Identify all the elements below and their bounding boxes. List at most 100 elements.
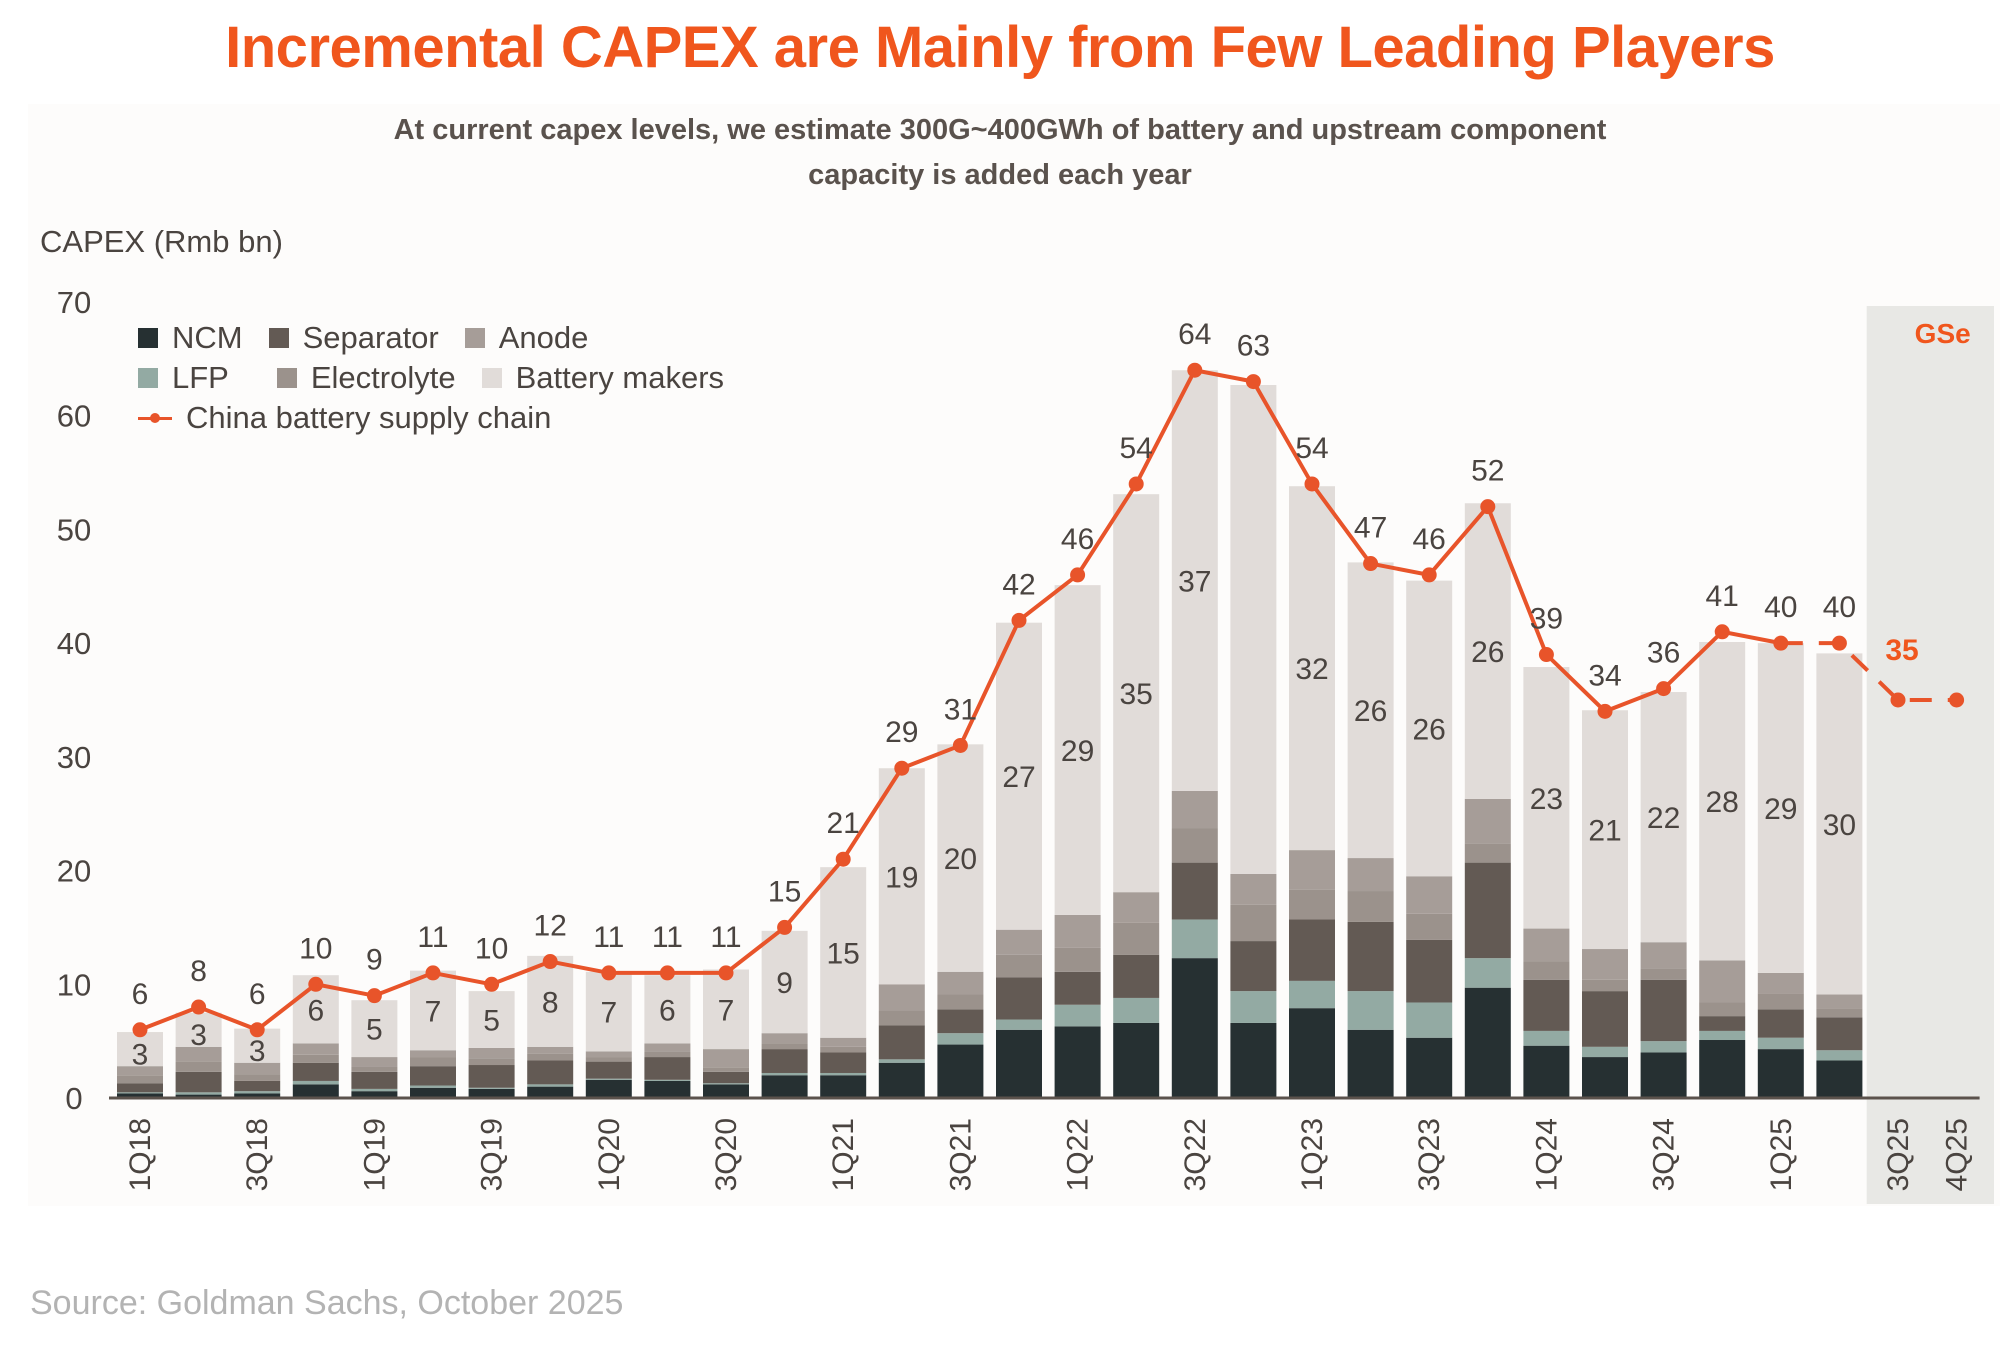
source-note: Source: Goldman Sachs, October 2025 [30,1284,624,1322]
x-tick-label: 3Q21 [944,1118,977,1191]
line-point-3Q25 [1890,692,1906,708]
bar-segment-battery-makers [410,970,456,1051]
bar-segment-ncm [820,1075,867,1098]
legend-swatch-separator [268,328,289,348]
line-value-label: 40 [1823,591,1856,624]
y-tick-label: 20 [57,854,91,889]
bar-segment-battery-makers [878,768,925,985]
bar-segment-ncm [1640,1052,1687,1098]
x-tick-label: 3Q18 [241,1118,274,1191]
bar-segment-ncm [1816,1060,1863,1098]
bar-2Q20 [644,975,691,1098]
bar-segment-anode [1171,790,1218,829]
bar-segment-battery-makers [644,975,691,1044]
bar-segment-lfp [1054,1004,1101,1027]
battery-maker-value-label: 20 [944,843,977,876]
bar-segment-lfp [996,1019,1042,1030]
bar-segment-battery-makers [117,1032,163,1067]
line-point-1Q20 [601,965,617,981]
forecast-label: GSe [1915,318,1971,349]
legend-item-battery-makers: Battery makers [481,360,724,396]
bar-segment-lfp [351,1088,398,1092]
supply-chain-line [132,362,1965,1038]
line-point-4Q25 [1949,692,1965,708]
bar-segment-lfp [644,1079,691,1081]
line-value-label: 40 [1764,591,1797,624]
bar-segment-separator [292,1062,339,1081]
bar-segment-anode [644,1043,691,1052]
bar-segment-electrolyte [175,1061,222,1072]
bar-4Q23 [1464,503,1511,1098]
battery-maker-value-label: 26 [1471,636,1504,669]
bar-3Q18 [234,1028,281,1098]
bar-segment-anode [527,1046,574,1054]
battery-maker-value-label: 7 [718,994,735,1027]
bar-segment-ncm [175,1094,222,1098]
battery-maker-value-label: 6 [307,994,324,1027]
bar-segment-electrolyte [1757,993,1804,1010]
bar-segment-electrolyte [761,1043,808,1050]
x-tick-label: 1Q20 [593,1118,626,1191]
line-value-label: 63 [1237,330,1270,363]
line-value-label: 46 [1061,523,1094,556]
bar-segment-ncm [1113,1022,1160,1098]
legend-row-1: NCM Separator Anode [138,318,750,358]
legend-swatch-electrolyte [276,368,297,388]
bar-segment-electrolyte [1230,904,1277,942]
bar-segment-electrolyte [234,1074,281,1081]
line-point-2Q20 [659,965,675,981]
bar-segment-battery-makers [1816,653,1863,995]
bar-2Q25 [1816,653,1863,1098]
bar-segment-separator [1816,1017,1863,1051]
line-value-label: 42 [1002,568,1035,601]
bar-segment-anode [1406,876,1453,914]
bar-segment-lfp [585,1078,632,1080]
bar-segment-anode [292,1043,339,1055]
bar-4Q22 [1230,385,1277,1098]
line-value-label: 54 [1295,432,1328,465]
bar-segment-ncm [117,1093,163,1098]
battery-maker-value-label: 23 [1530,783,1563,816]
chart-subtitle: At current capex levels, we estimate 300… [0,108,2000,198]
bar-segment-lfp [703,1083,749,1085]
bar-segment-ncm [1230,1022,1277,1098]
bar-segment-ncm [878,1062,925,1098]
bar-segment-anode [117,1066,163,1076]
x-tick-label: 1Q18 [124,1118,157,1191]
battery-maker-value-label: 29 [1061,735,1094,768]
bar-segment-separator [1523,979,1570,1031]
bar-segment-electrolyte [410,1057,456,1067]
line-value-label: 6 [132,978,149,1011]
line-point-2Q25 [1831,635,1847,651]
line-point-1Q25 [1773,635,1789,651]
legend-item-supply-chain: China battery supply chain [138,400,551,436]
bar-1Q24 [1523,667,1570,1098]
bar-segment-anode [175,1046,222,1062]
line-point-4Q20 [777,919,793,935]
bar-segment-ncm [292,1084,339,1098]
line-point-3Q19 [484,976,500,992]
y-tick-label: 60 [57,399,91,434]
bar-segment-electrolyte [1582,979,1628,992]
line-point-3Q21 [952,737,968,753]
bar-segment-separator [937,1009,984,1034]
legend-label: LFP [172,360,229,395]
line-value-label: 10 [299,932,332,965]
bar-4Q19 [527,955,574,1098]
bar-segment-ncm [937,1044,984,1098]
line-value-label: 35 [1885,634,1918,667]
bar-segment-separator [1406,939,1453,1003]
bar-segment-separator [1757,1009,1804,1038]
line-value-label: 54 [1120,432,1153,465]
bar-segment-separator [410,1066,456,1086]
bar-1Q23 [1289,486,1335,1098]
bar-4Q20 [761,930,808,1098]
supply-chain-line-labels: 6 8 6 10 9 11 10 12 11 11 11 15 21 29 31 42 46 54 64 63 54 47… [132,318,1919,1011]
bar-segment-battery-makers [1640,692,1687,943]
y-tick-label: 50 [57,512,91,547]
bar-segment-separator [1054,971,1101,1005]
line-point-1Q22 [1070,567,1086,583]
line-point-2Q18 [191,999,207,1015]
legend-item-anode: Anode [464,320,588,356]
legend-label: China battery supply chain [186,400,552,435]
